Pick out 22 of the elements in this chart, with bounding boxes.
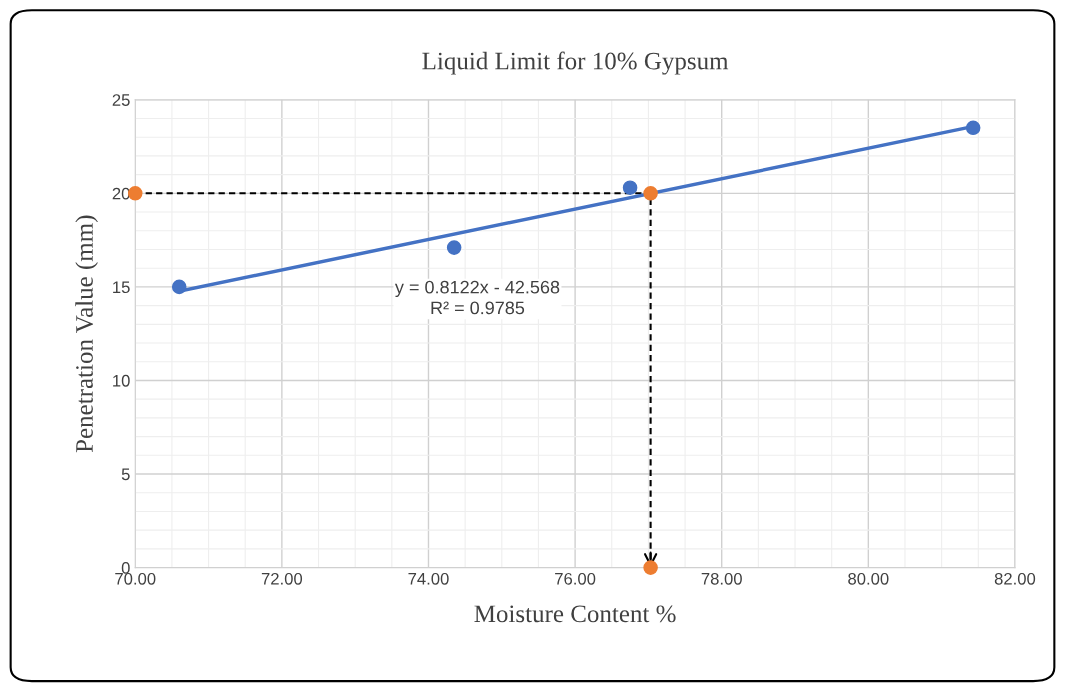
point bbox=[171, 279, 187, 295]
point bbox=[643, 186, 658, 201]
x-tick-label: 78.00 bbox=[701, 572, 742, 585]
x-tick-label: 74.00 bbox=[408, 572, 449, 585]
y-tick-label: 5 bbox=[121, 468, 130, 481]
x-tick-label: 80.00 bbox=[848, 572, 889, 585]
x-tick-label: 76.00 bbox=[555, 572, 596, 585]
point bbox=[643, 560, 658, 575]
y-tick-label: 15 bbox=[113, 281, 130, 294]
x-tick-label: 72.00 bbox=[261, 572, 303, 585]
point bbox=[622, 180, 638, 195]
y-tick-label: 0 bbox=[121, 562, 130, 574]
chart-title: Liquid Limit for 10% Gypsum bbox=[422, 51, 729, 75]
annotation: y = 0.8122x - 42.568 R² = 0.9785 bbox=[394, 280, 560, 315]
x-tick-label: 70.00 bbox=[115, 572, 156, 585]
y-tick-label: 25 bbox=[112, 94, 130, 106]
x-tick-label: 82.00 bbox=[994, 572, 1036, 585]
point bbox=[965, 120, 981, 136]
x-axis-title: Moisture Content % bbox=[474, 605, 676, 623]
y-tick-label: 10 bbox=[113, 374, 130, 387]
y-axis-title: Penetration Value (mm) bbox=[75, 215, 98, 453]
point bbox=[446, 240, 462, 255]
